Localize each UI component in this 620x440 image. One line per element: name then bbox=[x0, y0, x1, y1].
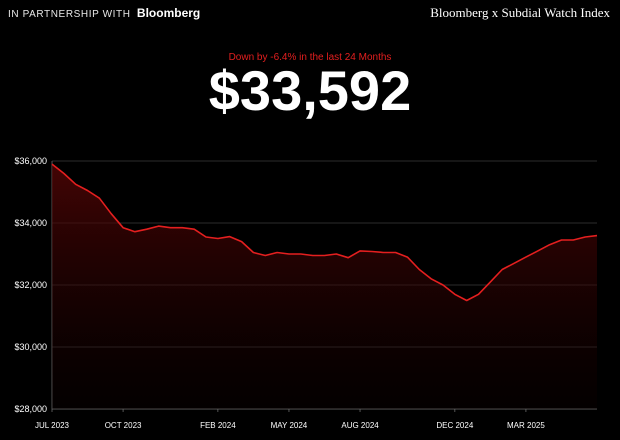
index-title: Bloomberg x Subdial Watch Index bbox=[430, 5, 610, 20]
partnership-text: IN PARTNERSHIP WITH bbox=[8, 9, 131, 20]
current-index-value: $33,592 bbox=[208, 59, 412, 122]
x-tick-label: FEB 2024 bbox=[200, 421, 236, 430]
y-tick-label: $34,000 bbox=[14, 218, 47, 228]
x-tick-label: JUL 2023 bbox=[35, 421, 70, 430]
y-axis-ticks: $28,000 $30,000 $32,000 $34,000 $36,000 bbox=[14, 156, 47, 414]
x-tick-label: OCT 2023 bbox=[105, 421, 142, 430]
x-tick-label: DEC 2024 bbox=[436, 421, 473, 430]
series-area-fill bbox=[52, 164, 597, 409]
partner-brand-logo: Bloomberg bbox=[136, 6, 201, 20]
y-tick-label: $28,000 bbox=[14, 404, 47, 414]
x-tick-label: MAY 2024 bbox=[271, 421, 308, 430]
x-tick-label: MAR 2025 bbox=[507, 421, 545, 430]
change-summary: Down by -6.4% in the last 24 Months bbox=[228, 52, 392, 63]
partnership-label: IN PARTNERSHIP WITH Bloomberg bbox=[8, 6, 200, 20]
x-tick-label: AUG 2024 bbox=[341, 421, 379, 430]
y-tick-label: $32,000 bbox=[14, 280, 47, 290]
series-line bbox=[51, 163, 598, 302]
y-tick-label: $36,000 bbox=[14, 156, 47, 166]
x-axis-ticks: JUL 2023 OCT 2023 FEB 2024 MAY 2024 AUG 2024… bbox=[35, 409, 545, 430]
y-tick-label: $30,000 bbox=[14, 342, 47, 352]
